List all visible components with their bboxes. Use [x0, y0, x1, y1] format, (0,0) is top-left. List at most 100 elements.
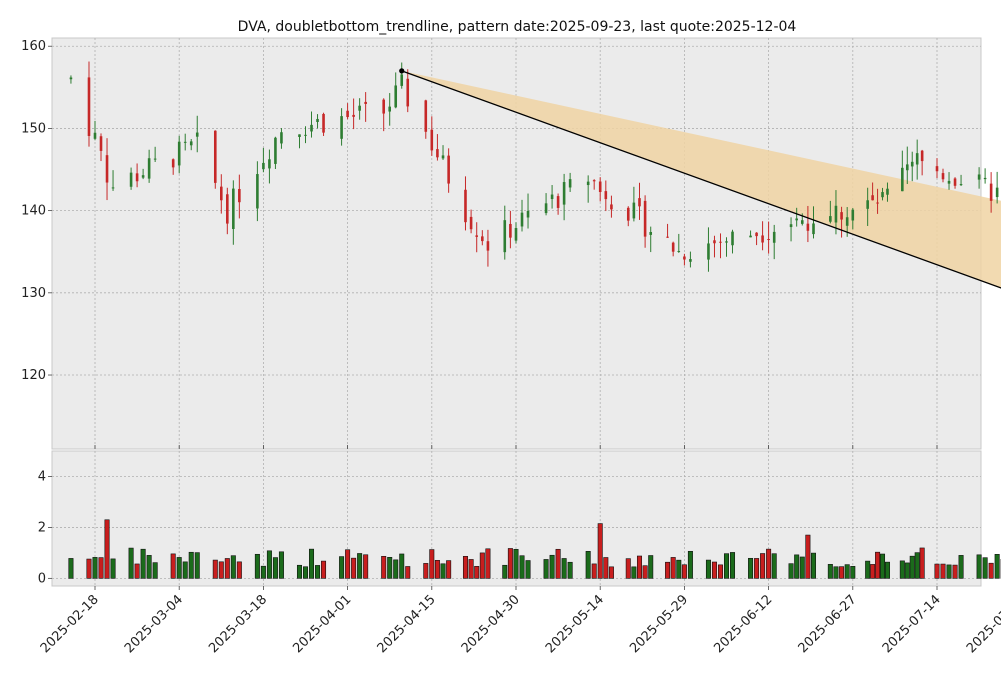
volume-bar — [302, 566, 308, 579]
volume-tick-label: 4 — [38, 469, 46, 484]
volume-bar — [446, 560, 452, 579]
candle-body — [111, 187, 115, 189]
candle-body — [604, 191, 608, 200]
volume-bar — [68, 558, 74, 579]
candle-body — [845, 217, 849, 226]
candle-body — [795, 218, 798, 221]
candle-body — [322, 113, 325, 133]
volume-bar — [608, 566, 614, 579]
candle-body — [677, 250, 681, 252]
volume-bar — [946, 564, 952, 579]
candle-body — [789, 224, 793, 228]
candle-body — [632, 202, 636, 219]
candle-body — [153, 158, 157, 160]
candle-body — [761, 235, 764, 243]
volume-tick-label: 0 — [38, 571, 46, 586]
candle-body — [983, 177, 987, 180]
candle-body — [105, 155, 109, 183]
volume-bar — [399, 553, 405, 579]
candle-body — [910, 161, 914, 167]
candle-body — [316, 118, 319, 123]
candle-body — [941, 173, 945, 180]
candle-body — [755, 232, 758, 237]
volume-bar — [128, 547, 134, 579]
volume-bar — [875, 551, 881, 579]
candle-body — [707, 243, 710, 260]
candle-body — [876, 202, 879, 204]
candle-body — [767, 239, 770, 241]
candlesticks — [69, 61, 999, 272]
candle-body — [430, 129, 434, 151]
volume-bar — [676, 559, 682, 579]
volume-bar — [146, 555, 152, 579]
volume-bar — [760, 553, 766, 579]
volume-bar — [670, 557, 676, 579]
candle-body — [995, 187, 999, 198]
volume-bar — [272, 557, 278, 579]
volume-bar — [152, 562, 158, 579]
candle-body — [475, 235, 479, 237]
candle-body — [886, 188, 889, 195]
candle-body — [503, 220, 507, 253]
candle-body — [304, 134, 307, 136]
candle-body — [268, 159, 271, 169]
candle-body — [989, 183, 993, 201]
volume-bar — [827, 564, 833, 579]
candle-body — [135, 173, 139, 182]
volume-bar — [904, 562, 910, 579]
y-tick-label: 120 — [21, 368, 46, 383]
volume-bar — [134, 563, 140, 579]
volume-bar — [188, 551, 194, 579]
volume-bar — [468, 559, 474, 579]
volume-bar — [345, 549, 351, 579]
candle-body — [959, 184, 963, 186]
pattern-lines — [399, 68, 1001, 289]
volume-bar — [561, 558, 567, 579]
candle-body — [424, 100, 428, 132]
candle-body — [866, 200, 869, 209]
volume-bar — [771, 553, 777, 579]
volume-bar — [839, 566, 845, 579]
volume-bar — [224, 558, 230, 579]
volume-bar — [278, 551, 284, 579]
volume-bar — [140, 548, 146, 579]
volume-bar — [909, 555, 915, 579]
candle-body — [772, 231, 776, 243]
candle-body — [352, 114, 355, 117]
candle-body — [915, 153, 919, 165]
volume-bar — [934, 563, 940, 579]
volume-bar — [766, 548, 772, 579]
candle-body — [232, 188, 235, 229]
candle-body — [177, 141, 181, 166]
volume-bar — [705, 559, 711, 579]
price-axis: 120 130 140 150 160 — [21, 39, 52, 383]
candle-body — [920, 150, 924, 162]
candle-body — [189, 141, 193, 146]
volume-bar — [555, 548, 561, 579]
volume-bar — [994, 554, 1000, 579]
volume-bar — [363, 554, 369, 579]
candle-body — [213, 130, 217, 183]
candle-body — [649, 232, 653, 235]
candle-body — [141, 175, 145, 178]
volume-bar — [648, 555, 654, 579]
volume-bar — [865, 560, 871, 579]
candle-body — [514, 228, 518, 241]
volume-bar — [603, 557, 609, 579]
volume-bar — [805, 534, 811, 579]
candle-body — [526, 210, 530, 218]
candle-body — [358, 105, 361, 111]
volume-bar — [567, 561, 573, 579]
candle-body — [935, 166, 939, 172]
candle-body — [364, 101, 367, 104]
volume-bar — [919, 547, 925, 579]
candle-body — [509, 223, 512, 238]
volume-bar — [952, 564, 958, 579]
candle-body — [481, 236, 484, 242]
candle-body — [671, 242, 675, 252]
volume-bar — [899, 560, 905, 579]
candle-body — [840, 212, 843, 220]
candle-body — [598, 181, 602, 193]
volume-bars — [68, 519, 1001, 579]
volume-bar — [254, 553, 260, 579]
